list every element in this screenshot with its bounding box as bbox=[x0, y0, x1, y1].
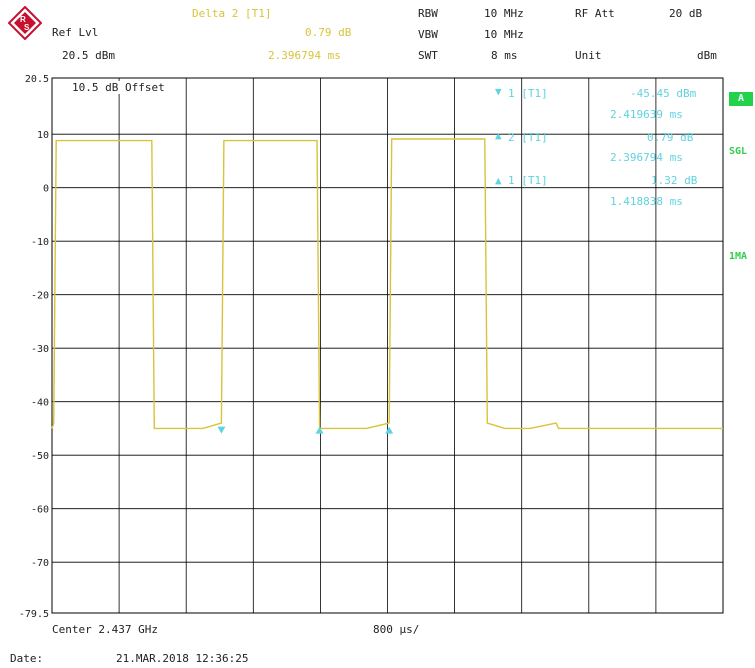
marker-1-label: 1 [T1] bbox=[508, 87, 548, 100]
vbw-value: 10 MHz bbox=[484, 28, 524, 41]
marker-3-value1: 1.32 dB bbox=[651, 174, 698, 187]
marker-points-layer bbox=[217, 426, 394, 434]
center-frequency: Center 2.437 GHz bbox=[52, 623, 158, 636]
y-axis-ticks: 20.5 10 0 -10 -20 -30 -40 -50 -60 -70 -79.5 bbox=[19, 74, 49, 620]
y-tick-label: 10 bbox=[37, 130, 49, 141]
marker-1-icon: ▼ bbox=[495, 85, 502, 98]
y-tick-label: -50 bbox=[31, 451, 49, 462]
rohde-schwarz-logo: R S bbox=[8, 6, 42, 40]
y-tick-label: -79.5 bbox=[19, 609, 49, 620]
delta-marker-time: 2.396794 ms bbox=[268, 49, 341, 62]
y-tick-label: 0 bbox=[43, 184, 49, 195]
marker-point bbox=[385, 426, 394, 434]
marker-3-icon: ▲ bbox=[495, 174, 502, 187]
marker-point bbox=[217, 426, 226, 434]
vbw-label: VBW bbox=[418, 28, 438, 41]
y-tick-label: -60 bbox=[31, 505, 49, 516]
plot-grid bbox=[51, 77, 724, 614]
y-tick-label: -30 bbox=[31, 344, 49, 355]
date-label: Date: bbox=[10, 652, 44, 665]
y-tick-label: -10 bbox=[31, 237, 49, 248]
marker-2-value2: 2.396794 ms bbox=[610, 151, 683, 164]
marker-1-value2: 2.419639 ms bbox=[610, 108, 683, 121]
date-value: 21.MAR.2018 12:36:25 bbox=[116, 652, 249, 665]
unit-value: dBm bbox=[697, 49, 717, 62]
swt-value: 8 ms bbox=[491, 49, 518, 62]
marker-3-label: 1 [T1] bbox=[508, 174, 548, 187]
time-per-division: 800 µs/ bbox=[373, 623, 420, 636]
y-tick-label: -70 bbox=[31, 558, 49, 569]
marker-2-value1: 0.79 dB bbox=[647, 131, 694, 144]
svg-text:S: S bbox=[24, 23, 30, 32]
marker-1-value1: -45.45 dBm bbox=[630, 87, 697, 100]
rbw-label: RBW bbox=[418, 7, 438, 20]
swt-label: SWT bbox=[418, 49, 438, 62]
marker-point bbox=[315, 426, 324, 434]
sgl-indicator: SGL bbox=[729, 146, 748, 157]
ref-level-value: 20.5 dBm bbox=[62, 49, 115, 62]
marker-2-label: 2 [T1] bbox=[508, 131, 548, 144]
rbw-value: 10 MHz bbox=[484, 7, 524, 20]
trace-a-badge: A bbox=[729, 92, 753, 106]
trace-line bbox=[51, 138, 723, 430]
y-tick-label: 20.5 bbox=[25, 74, 49, 85]
offset-label: 10.5 dB Offset bbox=[72, 81, 165, 94]
ma-indicator: 1MA bbox=[729, 251, 748, 262]
unit-label: Unit bbox=[575, 49, 602, 62]
marker-2-icon: ▲ bbox=[495, 129, 502, 142]
rf-att-value: 20 dB bbox=[669, 7, 703, 20]
y-tick-label: -40 bbox=[31, 398, 49, 409]
ref-level-label: Ref Lvl bbox=[52, 26, 99, 39]
delta-marker-db: 0.79 dB bbox=[305, 26, 352, 39]
y-tick-label: -20 bbox=[31, 291, 49, 302]
svg-text:R: R bbox=[20, 15, 26, 24]
marker-3-value2: 1.418838 ms bbox=[610, 195, 683, 208]
trace-layer bbox=[51, 138, 723, 430]
delta-marker-title: Delta 2 [T1] bbox=[192, 7, 272, 20]
rf-att-label: RF Att bbox=[575, 7, 615, 20]
